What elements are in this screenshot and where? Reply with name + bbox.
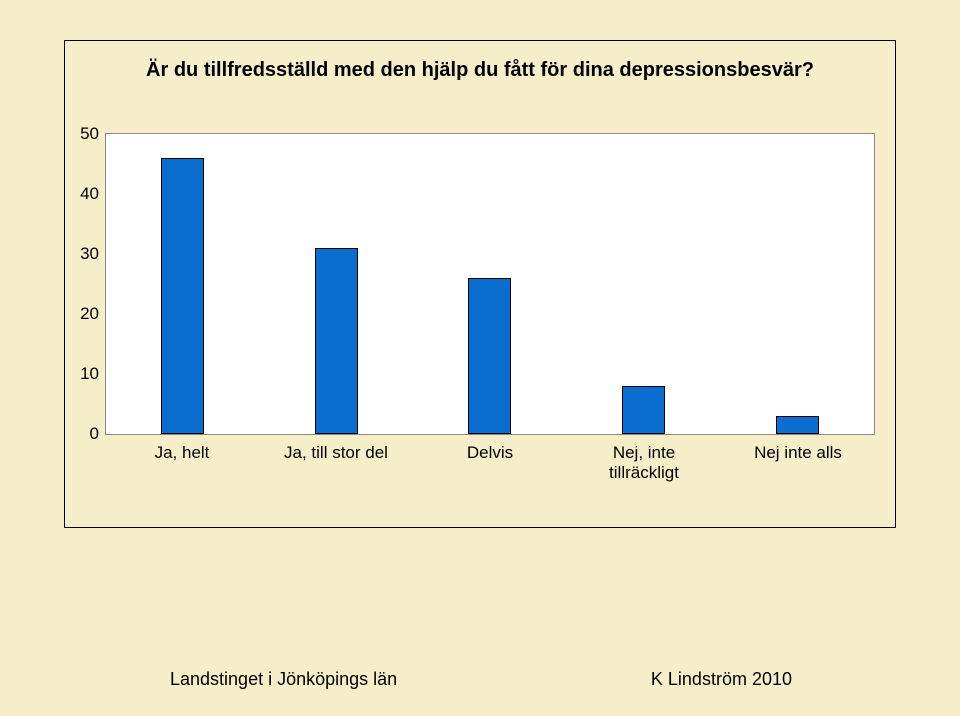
bar [622,386,665,434]
footer-right: K Lindström 2010 [651,669,792,690]
y-tick-label: 20 [71,304,99,324]
bar [776,416,819,434]
x-tick-label: Ja, till stor del [259,443,413,482]
x-tick-label: Delvis [413,443,567,482]
plot-area [105,133,875,435]
bar-column [720,134,874,434]
slide-page: Är du tillfredsställd med den hjälp du f… [0,0,960,716]
bar [468,278,511,434]
y-axis-labels: 01020304050 [69,133,99,478]
bar-column [413,134,567,434]
footer-left: Landstinget i Jönköpings län [170,669,397,690]
bar [315,248,358,434]
bar [161,158,204,434]
y-tick-label: 10 [71,364,99,384]
plot-wrap: 01020304050 Ja, heltJa, till stor delDel… [105,133,875,478]
x-tick-label: Nej inte alls [721,443,875,482]
bar-column [567,134,721,434]
y-tick-label: 50 [71,124,99,144]
bar-column [260,134,414,434]
x-axis-labels: Ja, heltJa, till stor delDelvisNej, inte… [105,443,875,482]
chart-title: Är du tillfredsställd med den hjälp du f… [120,59,840,82]
bar-column [106,134,260,434]
x-tick-label: Ja, helt [105,443,259,482]
chart-container: Är du tillfredsställd med den hjälp du f… [64,40,896,528]
x-tick-label: Nej, intetillräckligt [567,443,721,482]
y-tick-label: 0 [71,424,99,444]
y-tick-label: 30 [71,244,99,264]
y-tick-label: 40 [71,184,99,204]
bars-group [106,134,874,434]
